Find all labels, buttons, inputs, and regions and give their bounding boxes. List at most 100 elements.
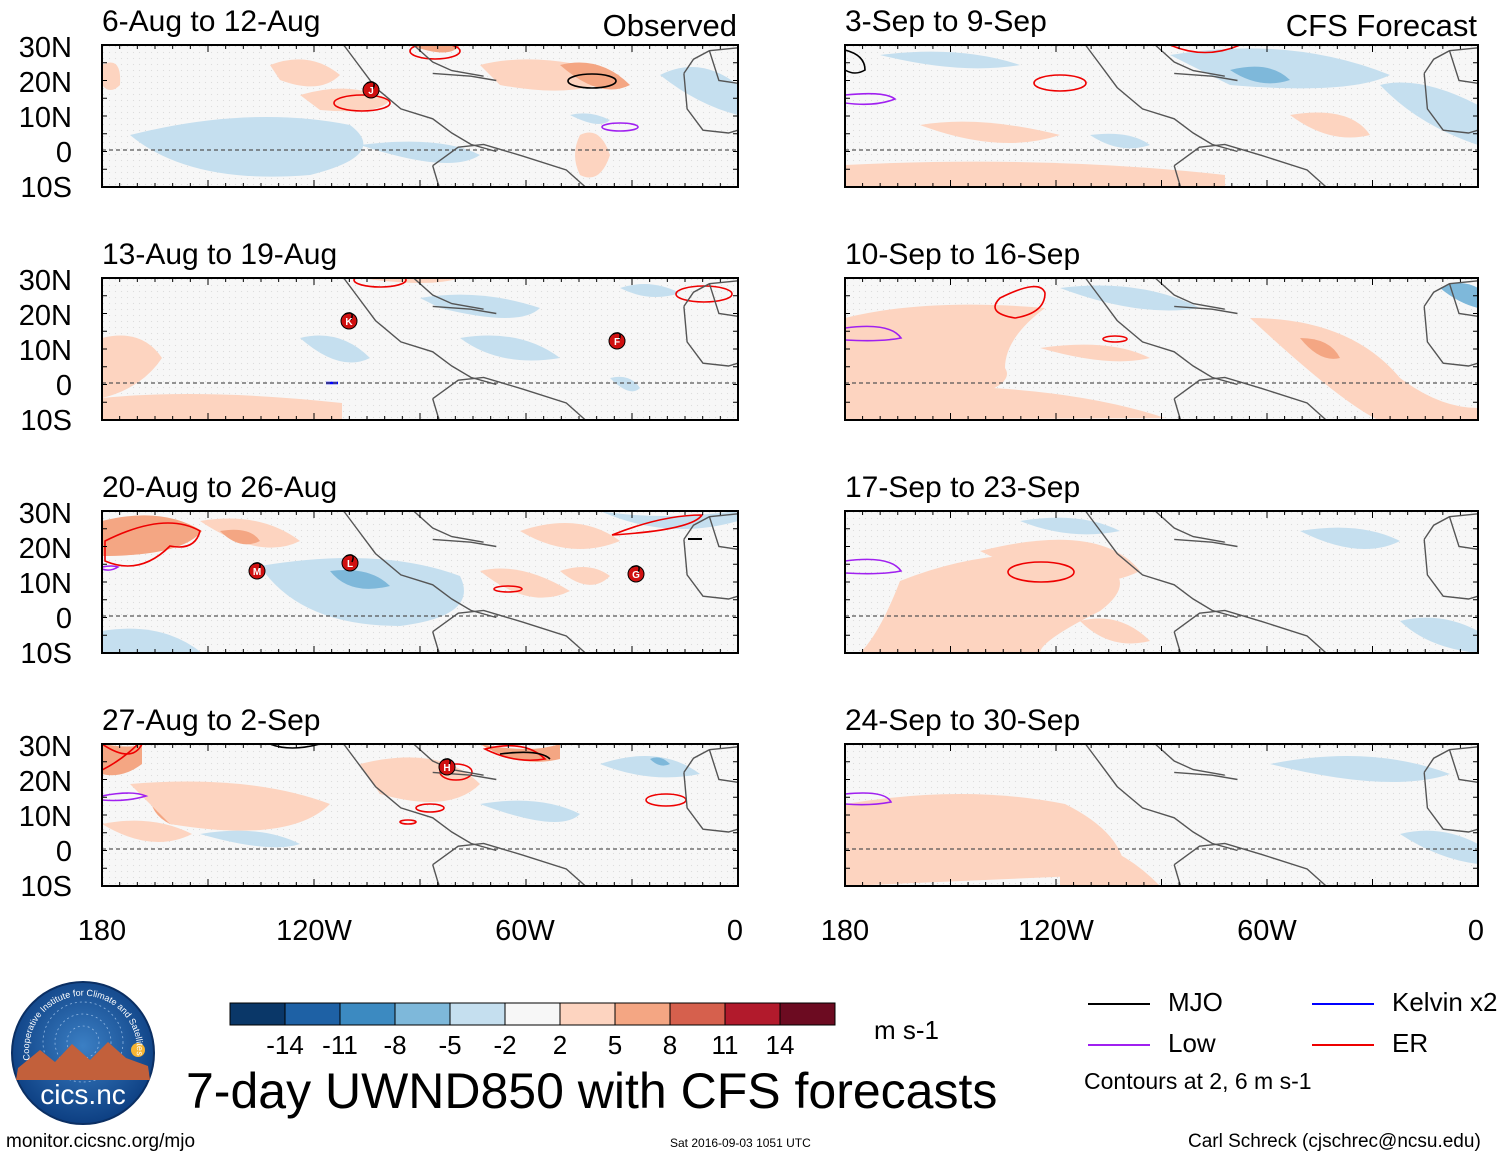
coastline [343, 743, 497, 852]
coastline [1084, 510, 1238, 619]
lat-label: 10N [19, 335, 72, 367]
panel-observed-1: 6-Aug to 12-Aug [102, 5, 738, 187]
panel-observed-2: 13-Aug to 19-Aug [102, 238, 738, 420]
coastline [1448, 283, 1479, 317]
main-title: 7-day UWND850 with CFS forecasts [186, 1063, 998, 1119]
colorbar-swatch [394, 1002, 451, 1026]
lat-label: 30N [19, 32, 72, 64]
colorbar-swatch [284, 1002, 341, 1026]
coastline [1174, 771, 1238, 781]
footer-url[interactable]: monitor.cicsnc.org/mjo [6, 1131, 196, 1152]
panel-title: 6-Aug to 12-Aug [102, 5, 320, 38]
lon-label: 120W [1018, 915, 1094, 947]
legend-label: MJO [1168, 987, 1223, 1017]
coastline [1448, 749, 1479, 783]
lat-label: 0 [56, 370, 72, 402]
observed-label: Observed [603, 8, 737, 43]
colorbar-label: 5 [608, 1030, 622, 1060]
coastline [1423, 772, 1479, 833]
legend-label: Low [1168, 1028, 1216, 1058]
lon-labels: 180 120W 60W 0 180 120W 60W 0 [78, 915, 1484, 947]
legend-swatch [1312, 1044, 1374, 1047]
colorbar-swatch [559, 1002, 616, 1026]
lat-label: 30N [19, 731, 72, 763]
storm-letter: L [347, 559, 353, 570]
coastline [683, 539, 739, 600]
colorbar-label: -5 [438, 1030, 461, 1060]
lat-label: 10N [19, 801, 72, 833]
colorbar-label: -11 [322, 1030, 358, 1060]
colorbar-labels: -14 -11 -8 -5 -2 2 5 8 11 14 [266, 1030, 794, 1060]
lat-label: 20N [19, 533, 72, 565]
tropical-storm-icon: K [340, 312, 358, 330]
tropical-storm-icon: L [341, 554, 359, 572]
coastline [432, 538, 497, 548]
colorbar-label: 8 [663, 1030, 677, 1060]
colorbar-label: -14 [266, 1030, 304, 1060]
colorbar-swatch [724, 1002, 781, 1026]
lon-label: 60W [495, 915, 555, 947]
tropical-storm-icon: M [248, 562, 266, 580]
lon-label: 0 [727, 915, 743, 947]
coastline [1448, 50, 1479, 84]
legend-item-kelvin: Kelvin x2 [1312, 987, 1498, 1018]
coastline [1174, 72, 1238, 82]
colorbar-label: -8 [383, 1030, 406, 1060]
coastline [413, 510, 484, 543]
footer-author: Carl Schreck (cjschrec@ncsu.edu) [1188, 1131, 1481, 1152]
coastline [432, 305, 497, 315]
panel-title: 13-Aug to 19-Aug [102, 238, 337, 271]
coastline [1084, 743, 1238, 852]
legend-swatch [1088, 1003, 1150, 1006]
coastline [683, 306, 739, 367]
colorbar-swatch [229, 1002, 286, 1026]
lon-label: 120W [276, 915, 352, 947]
coastline [683, 772, 739, 833]
tropical-storm-icon: F [608, 332, 626, 350]
coastline [1423, 513, 1479, 540]
panel-title: 17-Sep to 23-Sep [845, 471, 1080, 504]
coastline [1154, 277, 1225, 310]
coastline [343, 510, 497, 619]
footer-timestamp: Sat 2016-09-03 1051 UTC [670, 1136, 811, 1150]
panel-observed-4: 27-Aug to 2-Sep [102, 704, 738, 886]
coastline [1174, 305, 1238, 315]
legend-item-er: ER [1312, 1028, 1428, 1059]
storm-markers: J K F M L G H [248, 81, 645, 776]
lon-label: 180 [78, 915, 126, 947]
coastline [1423, 539, 1479, 600]
panel-title: 10-Sep to 16-Sep [845, 238, 1080, 271]
coastline [1084, 277, 1238, 386]
lon-label: 60W [1237, 915, 1297, 947]
legend-item-mjo: MJO [1088, 987, 1223, 1018]
storm-letter: F [614, 337, 620, 348]
lat-label: 10S [20, 871, 72, 903]
lat-label: 30N [19, 265, 72, 297]
coastline [708, 283, 739, 317]
lat-label: 0 [56, 836, 72, 868]
tropical-storm-icon: H [438, 758, 456, 776]
storm-letter: J [368, 86, 374, 97]
panel-title: 3-Sep to 9-Sep [845, 5, 1047, 38]
coastline [683, 513, 739, 540]
panel-forecast-3: 17-Sep to 23-Sep [845, 471, 1478, 653]
legend-swatch [1088, 1044, 1150, 1047]
coastline [683, 746, 739, 773]
colorbar-swatch [669, 1002, 726, 1026]
lat-label: 20N [19, 67, 72, 99]
coastline [343, 44, 497, 153]
coastline [1423, 306, 1479, 367]
colorbar-label: 2 [553, 1030, 567, 1060]
forecast-label: CFS Forecast [1286, 8, 1478, 43]
panel-title: 24-Sep to 30-Sep [845, 704, 1080, 737]
colorbar-swatches [229, 1002, 836, 1026]
panel-forecast-2: 10-Sep to 16-Sep [845, 238, 1478, 420]
coastline [683, 280, 739, 307]
lat-label: 0 [56, 137, 72, 169]
colorbar-label: 11 [712, 1030, 739, 1060]
coastline [413, 277, 484, 310]
colorbar-label: -2 [493, 1030, 516, 1060]
colorbar-swatch [614, 1002, 671, 1026]
tropical-storm-icon: J [362, 81, 380, 99]
coastline [1154, 510, 1225, 543]
